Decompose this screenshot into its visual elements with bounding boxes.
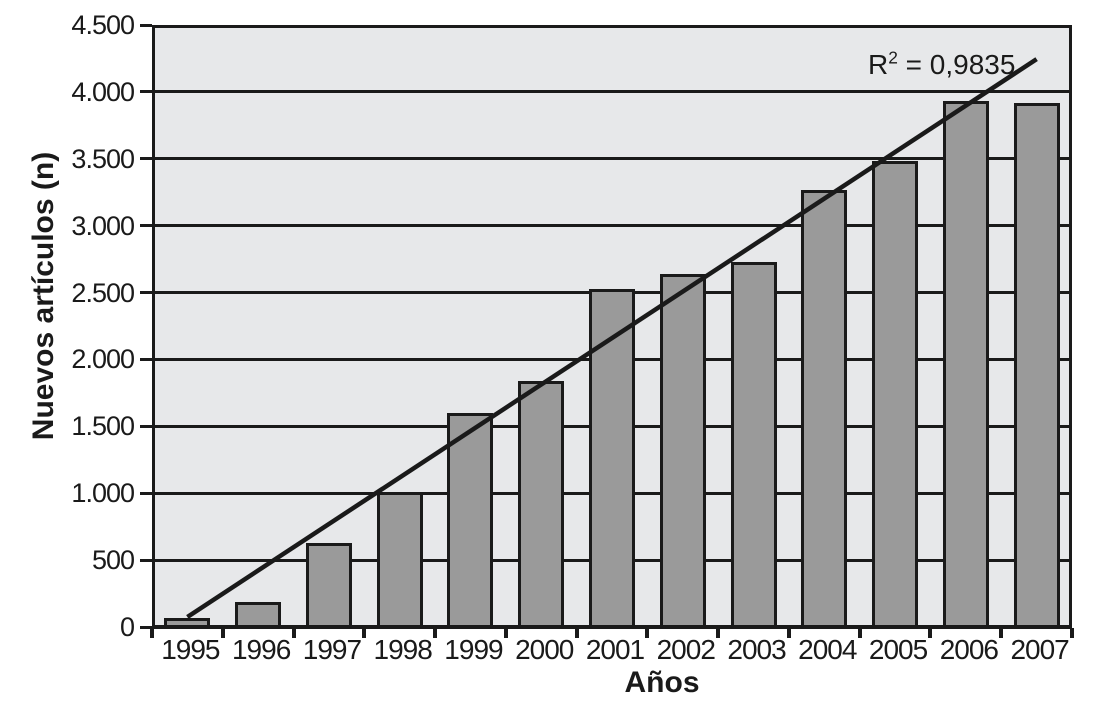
- x-axis-tick: [645, 628, 650, 638]
- x-axis-tick: [362, 628, 367, 638]
- y-axis-tick: [140, 424, 152, 428]
- r-squared-base: R: [868, 49, 889, 80]
- gridline: [152, 224, 1072, 228]
- bar-1997: [305, 542, 352, 627]
- x-axis-tick: [999, 628, 1004, 638]
- bar-1998: [376, 491, 423, 627]
- y-axis-tick: [140, 224, 152, 228]
- bar-2003: [730, 261, 777, 627]
- x-axis-tick: [1070, 628, 1074, 638]
- bar-2006: [942, 101, 989, 627]
- y-tick-label: 500: [91, 545, 135, 576]
- y-axis-tick: [140, 157, 152, 161]
- x-axis-tick: [150, 628, 154, 638]
- x-tick-label: 1996: [231, 634, 291, 665]
- bar-1999: [447, 412, 494, 627]
- bar-1996: [235, 601, 282, 627]
- x-axis-tick: [433, 628, 438, 638]
- y-axis-tick: [140, 23, 152, 27]
- y-tick-label: 4.000: [71, 76, 135, 107]
- x-tick-label: 2001: [585, 634, 645, 665]
- x-axis-tick: [928, 628, 933, 638]
- x-axis-tick: [574, 628, 579, 638]
- x-tick-label: 2000: [515, 634, 574, 665]
- gridline: [152, 90, 1072, 94]
- y-axis-tick: [140, 558, 152, 562]
- x-axis-tick: [716, 628, 721, 638]
- y-tick-label: 3.500: [71, 143, 135, 174]
- x-axis-tick: [786, 628, 791, 638]
- y-tick-label: 1.500: [71, 411, 135, 442]
- bar-2001: [589, 288, 635, 627]
- y-axis-tick: [140, 491, 152, 495]
- gridline: [152, 157, 1072, 161]
- bar-2007: [1013, 102, 1060, 627]
- x-tick-label: 2007: [1010, 634, 1069, 665]
- x-tick-label: 2002: [656, 634, 716, 665]
- x-axis-tick: [220, 628, 225, 638]
- y-axis-tick: [140, 357, 152, 361]
- x-tick-label: 1998: [373, 634, 433, 665]
- y-axis-tick: [140, 625, 152, 629]
- x-tick-label: 1995: [161, 634, 220, 665]
- x-axis-title: Años: [624, 666, 700, 699]
- bar-2005: [872, 161, 919, 627]
- y-tick-label: 2.500: [71, 277, 135, 308]
- y-axis-tick: [140, 291, 152, 295]
- bar-2000: [518, 380, 565, 627]
- bar-2004: [801, 189, 848, 627]
- x-tick-label: 2006: [939, 634, 999, 665]
- x-tick-label: 2005: [868, 634, 928, 665]
- bar-2002: [659, 273, 706, 627]
- y-tick-label: 1.000: [71, 478, 135, 509]
- x-axis-tick: [503, 628, 508, 638]
- r-squared-value: = 0,9835: [897, 49, 1016, 80]
- r-squared-annotation: R2 = 0,9835: [868, 47, 1016, 80]
- y-tick-label: 0: [119, 612, 135, 642]
- x-axis-tick: [857, 628, 862, 638]
- y-tick-label: 2.000: [71, 344, 135, 375]
- x-tick-label: 1999: [444, 634, 503, 665]
- y-axis-tick: [140, 90, 152, 94]
- r-squared-exponent: 2: [888, 47, 898, 68]
- x-axis-tick: [291, 628, 296, 638]
- y-tick-label: 3.000: [71, 210, 135, 241]
- y-tick-label: 4.500: [71, 10, 135, 40]
- x-tick-label: 1997: [302, 634, 362, 665]
- bar-1995: [164, 617, 211, 627]
- x-tick-label: 2003: [727, 634, 786, 665]
- x-tick-label: 2004: [798, 634, 857, 665]
